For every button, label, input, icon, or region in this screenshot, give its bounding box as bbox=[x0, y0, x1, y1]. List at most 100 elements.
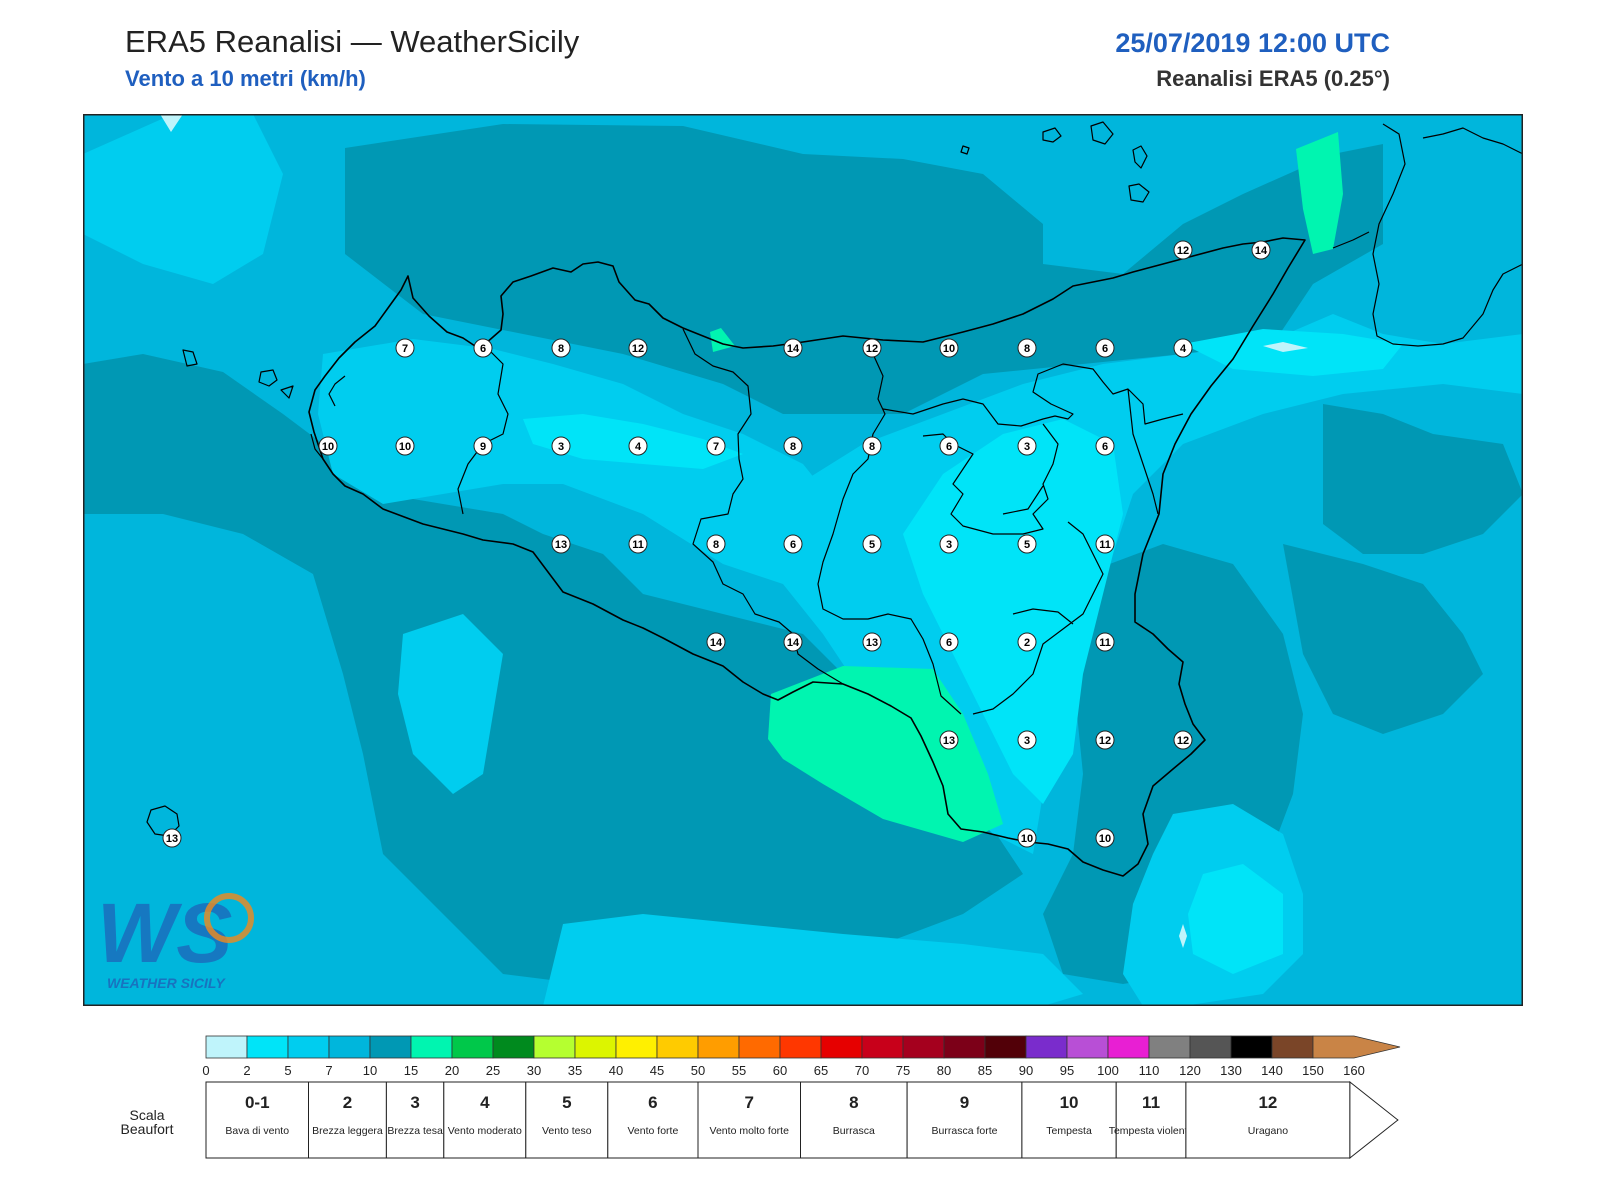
wind-point: 14 bbox=[706, 632, 726, 652]
wind-value: 11 bbox=[1099, 539, 1111, 551]
beaufort-number: 4 bbox=[480, 1093, 490, 1112]
colorbar-swatch bbox=[820, 1035, 863, 1059]
colorbar-swatch bbox=[451, 1035, 494, 1059]
wind-value: 2 bbox=[1024, 637, 1030, 649]
egadi-islands bbox=[182, 349, 294, 399]
beaufort-cell bbox=[697, 1081, 801, 1159]
model-label: Reanalisi ERA5 (0.25°) bbox=[1156, 66, 1390, 91]
wind-point: 10 bbox=[395, 436, 415, 456]
beaufort-number: 9 bbox=[960, 1093, 969, 1112]
colorbar-tick-label: 95 bbox=[1060, 1063, 1074, 1078]
wind-point: 11 bbox=[1095, 632, 1115, 652]
colorbar-swatch bbox=[1271, 1035, 1314, 1059]
beaufort-label: Burrasca forte bbox=[932, 1125, 998, 1137]
colorbar-swatch bbox=[861, 1035, 904, 1059]
colorbar-swatch bbox=[1189, 1035, 1232, 1059]
wind-value: 6 bbox=[480, 343, 486, 355]
wind-point: 3 bbox=[1017, 436, 1037, 456]
beaufort-cell bbox=[205, 1081, 309, 1159]
colorbar-tick-label: 120 bbox=[1179, 1063, 1201, 1078]
beaufort-label: Bava di vento bbox=[225, 1125, 289, 1137]
weathersicily-logo: WS WEATHER SICILY bbox=[97, 886, 254, 991]
wind-point: 13 bbox=[939, 730, 959, 750]
colorbar-swatch bbox=[410, 1035, 453, 1059]
wind-value: 12 bbox=[632, 343, 644, 355]
wind-point: 10 bbox=[1095, 828, 1115, 848]
wind-zone-green-south bbox=[768, 666, 1003, 842]
wind-value: 6 bbox=[790, 539, 796, 551]
colorbar-swatch bbox=[1107, 1035, 1150, 1059]
wind-value: 10 bbox=[943, 343, 955, 355]
wind-point: 13 bbox=[551, 534, 571, 554]
colorbar-tick-label: 70 bbox=[855, 1063, 869, 1078]
wind-value: 8 bbox=[1024, 343, 1030, 355]
wind-value: 14 bbox=[1255, 245, 1268, 257]
wind-point: 14 bbox=[1251, 240, 1271, 260]
colorbar-tick-label: 55 bbox=[732, 1063, 746, 1078]
wind-point: 6 bbox=[1095, 338, 1115, 358]
colorbar-tick-label: 60 bbox=[773, 1063, 787, 1078]
wind-value: 3 bbox=[558, 441, 564, 453]
wind-value: 8 bbox=[869, 441, 875, 453]
wind-point: 2 bbox=[1017, 632, 1037, 652]
beaufort-label: Vento forte bbox=[628, 1125, 679, 1137]
wind-zone-light-northeast bbox=[1183, 329, 1403, 376]
wind-point: 7 bbox=[706, 436, 726, 456]
colorbar-tick-label: 2 bbox=[243, 1063, 250, 1078]
wind-value: 6 bbox=[946, 441, 952, 453]
wind-zone-sw-sea bbox=[398, 614, 503, 794]
beaufort-label: Vento molto forte bbox=[710, 1125, 790, 1137]
wind-zone-green-messina bbox=[1296, 132, 1343, 254]
colorbar bbox=[205, 1035, 1401, 1059]
beaufort-number: 12 bbox=[1258, 1093, 1277, 1112]
wind-zone-south-sea bbox=[543, 914, 1083, 1006]
wind-value: 9 bbox=[480, 441, 486, 453]
wind-point: 8 bbox=[706, 534, 726, 554]
beaufort-number: 6 bbox=[648, 1093, 657, 1112]
wind-value: 3 bbox=[1024, 441, 1030, 453]
beaufort-number: 7 bbox=[745, 1093, 754, 1112]
wind-value: 13 bbox=[555, 539, 567, 551]
wind-value: 14 bbox=[710, 637, 723, 649]
beaufort-label: Tempesta bbox=[1046, 1125, 1092, 1137]
wind-value: 6 bbox=[946, 637, 952, 649]
colorbar-tick-label: 5 bbox=[284, 1063, 291, 1078]
wind-points: 7 6 8 12 14 12 10 8 6 4 12 14 10 10 9 3 … bbox=[162, 240, 1271, 848]
beaufort-cell bbox=[1021, 1081, 1117, 1159]
map-title: ERA5 Reanalisi — WeatherSicily bbox=[125, 24, 580, 59]
colorbar-tick-label: 35 bbox=[568, 1063, 582, 1078]
colorbar-tick-label: 110 bbox=[1139, 1063, 1160, 1078]
wind-value: 10 bbox=[1099, 833, 1111, 845]
wind-zone-north bbox=[345, 124, 1383, 414]
colorbar-swatch bbox=[656, 1035, 699, 1059]
colorbar-tick-label: 20 bbox=[445, 1063, 459, 1078]
wind-point: 12 bbox=[628, 338, 648, 358]
colorbar-swatch bbox=[246, 1035, 289, 1059]
colorbar-swatch bbox=[1230, 1035, 1273, 1059]
wind-point: 14 bbox=[783, 338, 803, 358]
wind-zone-west bbox=[83, 354, 1023, 984]
wind-zone-light-se bbox=[1188, 864, 1283, 974]
beaufort-arrow bbox=[1349, 1080, 1399, 1160]
wind-value: 4 bbox=[1180, 343, 1187, 355]
wind-point: 12 bbox=[1173, 240, 1193, 260]
wind-zone-ionian bbox=[1323, 404, 1523, 554]
wind-zone-light-center bbox=[903, 419, 1123, 804]
sicily-coastline bbox=[308, 237, 1306, 877]
colorbar-swatch bbox=[492, 1035, 535, 1059]
wind-value: 12 bbox=[866, 343, 878, 355]
colorbar-tick-label: 160 bbox=[1343, 1063, 1365, 1078]
colorbar-tick-label: 45 bbox=[650, 1063, 664, 1078]
logo-text: WEATHER SICILY bbox=[107, 975, 226, 991]
colorbar-swatch bbox=[205, 1035, 248, 1059]
wind-zone-west-sicily bbox=[318, 339, 863, 584]
west-coast-details bbox=[310, 375, 346, 460]
wind-point: 3 bbox=[939, 534, 959, 554]
wind-value: 10 bbox=[399, 441, 411, 453]
colorbar-tick-label: 0 bbox=[202, 1063, 209, 1078]
colorbar-swatch bbox=[779, 1035, 822, 1059]
wind-value: 11 bbox=[632, 539, 644, 551]
wind-point: 6 bbox=[1095, 436, 1115, 456]
beaufort-label: Brezza tesa bbox=[387, 1125, 443, 1137]
colorbar-swatch bbox=[738, 1035, 781, 1059]
